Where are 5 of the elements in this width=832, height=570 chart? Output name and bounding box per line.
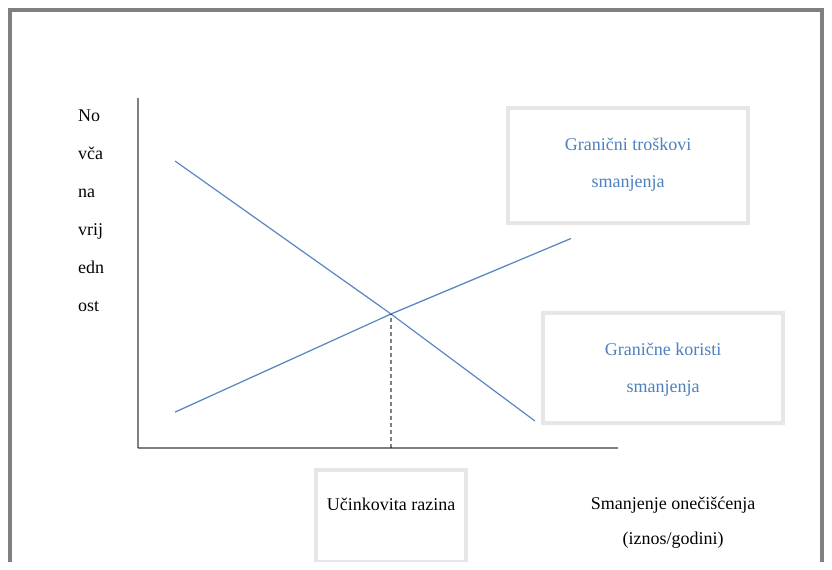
text: Učinkovita razina <box>326 493 456 516</box>
y-axis-title: Novčana vrijednost <box>78 104 105 317</box>
x-axis-title: Smanjenje onečišćenja (iznos/godini) <box>590 492 756 550</box>
text: Granični troškovi smanjenja <box>564 133 692 193</box>
text: Granične koristi smanjenja <box>604 338 722 398</box>
